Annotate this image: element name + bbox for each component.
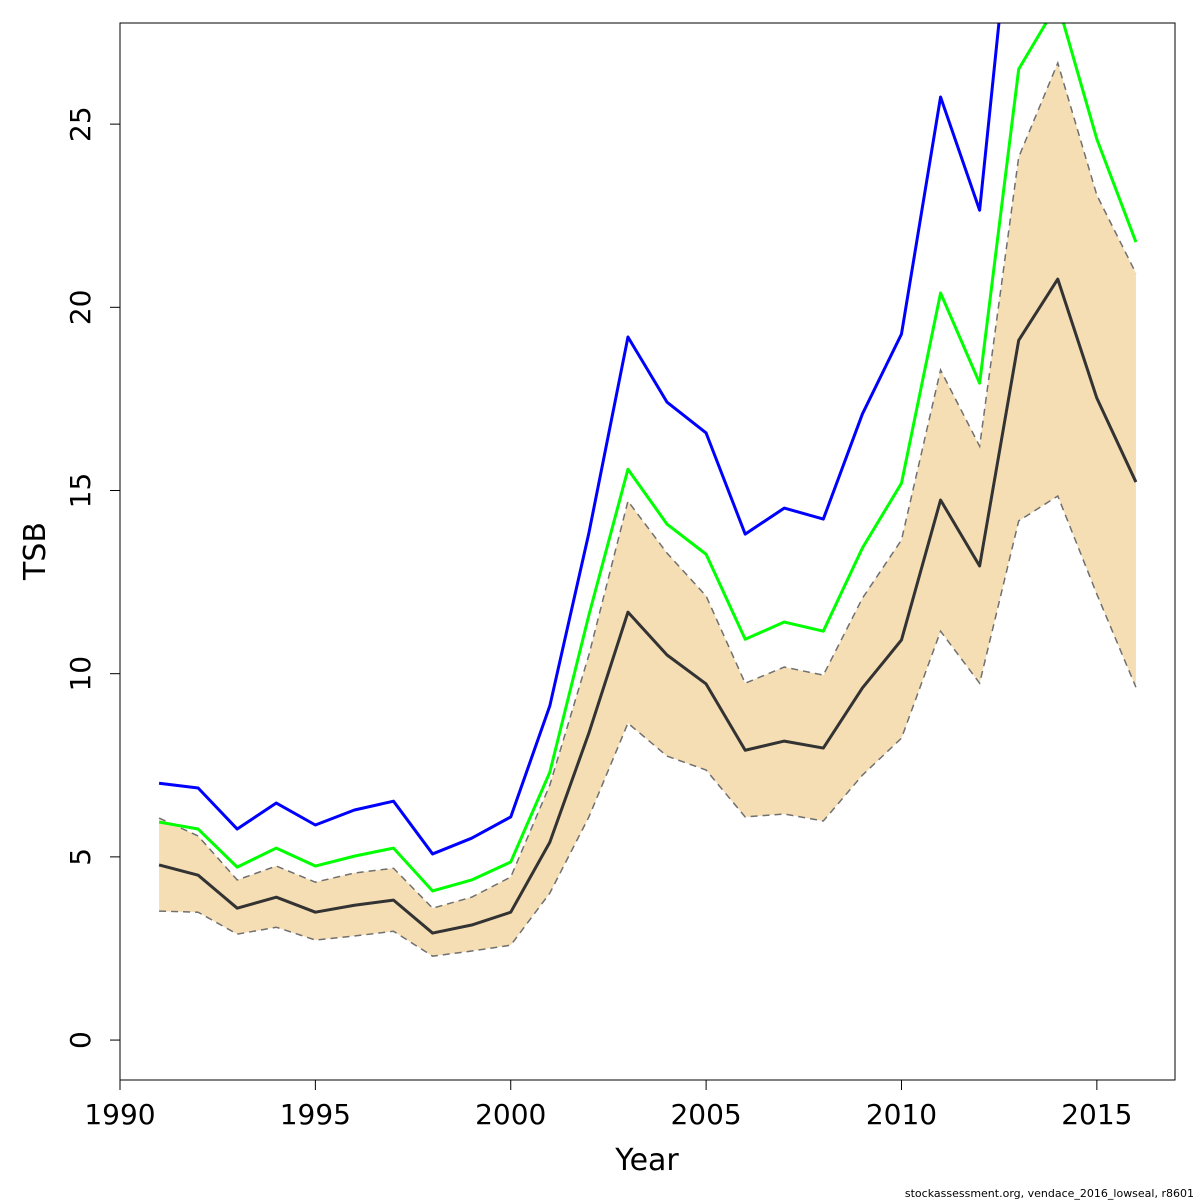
x-tick-label: 2000 <box>475 1098 546 1131</box>
x-tick-label: 2010 <box>866 1098 937 1131</box>
x-tick-label: 1995 <box>280 1098 351 1131</box>
y-tick-label: 15 <box>64 473 97 509</box>
y-tick-label: 25 <box>64 106 97 142</box>
series-line <box>158 23 1138 893</box>
x-tick-label: 1990 <box>84 1098 155 1131</box>
band-edge <box>158 60 1137 910</box>
plot-area <box>158 23 1138 957</box>
band-edge <box>159 494 1137 957</box>
x-axis-title: Year <box>614 1143 679 1178</box>
series-line <box>158 23 1001 856</box>
x-tick-label: 2005 <box>670 1098 741 1131</box>
series-line <box>158 277 1138 935</box>
y-axis-title: TSB <box>18 522 53 581</box>
y-tick-label: 10 <box>64 656 97 692</box>
y-tick-label: 20 <box>64 289 97 325</box>
confidence-band <box>159 62 1136 957</box>
x-tick-label: 2015 <box>1061 1098 1132 1131</box>
y-tick-label: 5 <box>64 848 97 866</box>
footer: stockassessment.org, vendace_2016_lowsea… <box>905 1187 1194 1200</box>
y-tick-label: 0 <box>64 1031 97 1049</box>
